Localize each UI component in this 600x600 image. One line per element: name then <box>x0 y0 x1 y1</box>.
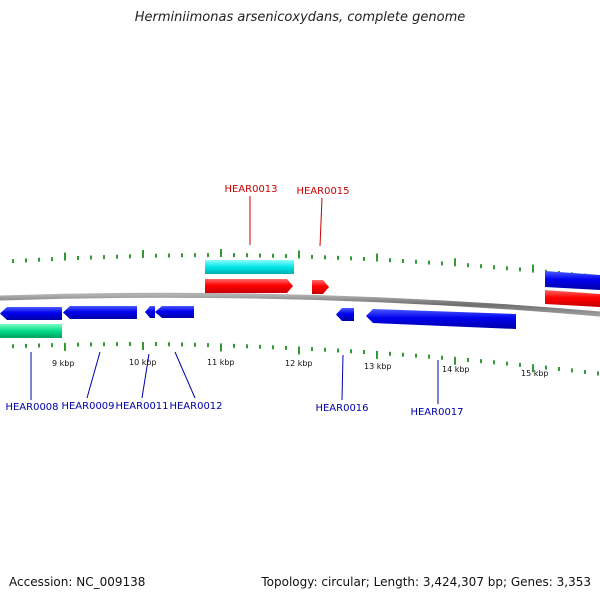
gene-blue-hear0011[interactable] <box>145 306 155 318</box>
upper-tick-row <box>12 249 599 280</box>
gene-blue-hear0016[interactable] <box>336 308 354 321</box>
scale-label-15kbp: 15 kbp <box>521 369 549 378</box>
callout-hear0012 <box>174 351 196 399</box>
callout-hear0015 <box>319 197 323 247</box>
scale-labels: 9 kbp 10 kbp 11 kbp 12 kbp 13 kbp 14 kbp… <box>52 358 549 378</box>
genome-stats-text: Topology: circular; Length: 3,424,307 bp… <box>261 575 591 589</box>
gene-label-hear0017[interactable]: HEAR0017 <box>410 407 463 418</box>
gene-red-right-upper[interactable] <box>545 290 600 307</box>
callout-hear0011 <box>141 353 150 399</box>
scale-label-11kbp: 11 kbp <box>207 358 235 367</box>
map-title: Herminiimonas arsenicoxydans, complete g… <box>134 10 466 25</box>
gene-blue-hear0009[interactable] <box>63 306 137 319</box>
gene-label-hear0012[interactable]: HEAR0012 <box>169 401 222 412</box>
gene-red-hear0015[interactable] <box>312 280 329 294</box>
lower-tick-row <box>12 342 599 376</box>
gene-label-hear0009[interactable]: HEAR0009 <box>61 401 114 412</box>
scale-label-10kbp: 10 kbp <box>129 358 157 367</box>
gene-label-hear0011[interactable]: HEAR0011 <box>115 401 168 412</box>
gene-label-hear0013[interactable]: HEAR0013 <box>224 184 277 195</box>
scale-label-12kbp: 12 kbp <box>285 359 313 368</box>
gene-label-hear0008[interactable]: HEAR0008 <box>5 402 58 413</box>
gene-blue-hear0012[interactable] <box>155 306 194 318</box>
gene-green-feature[interactable] <box>0 324 62 338</box>
scale-label-13kbp: 13 kbp <box>364 362 392 371</box>
callout-hear0009 <box>86 351 101 399</box>
gene-label-hear0016[interactable]: HEAR0016 <box>315 403 368 414</box>
forward-strand-genes <box>205 260 600 307</box>
accession-text: Accession: NC_009138 <box>9 575 146 589</box>
gene-red-hear0013[interactable] <box>205 279 293 293</box>
genome-backbone <box>0 292 600 317</box>
callout-lines <box>30 196 439 404</box>
gene-blue-right-upper[interactable] <box>545 271 600 290</box>
scale-label-14kbp: 14 kbp <box>442 365 470 374</box>
gene-blue-hear0017[interactable] <box>366 309 516 329</box>
reverse-strand-genes <box>0 306 516 338</box>
callout-hear0016 <box>341 354 344 401</box>
gene-cyan-feature[interactable] <box>205 260 294 274</box>
gene-blue-hear0008[interactable] <box>0 307 62 320</box>
gene-label-hear0015[interactable]: HEAR0015 <box>296 186 349 197</box>
scale-label-9kbp: 9 kbp <box>52 359 74 368</box>
gene-labels: HEAR0013 HEAR0015 HEAR0008 HEAR0009 HEAR… <box>5 184 463 418</box>
